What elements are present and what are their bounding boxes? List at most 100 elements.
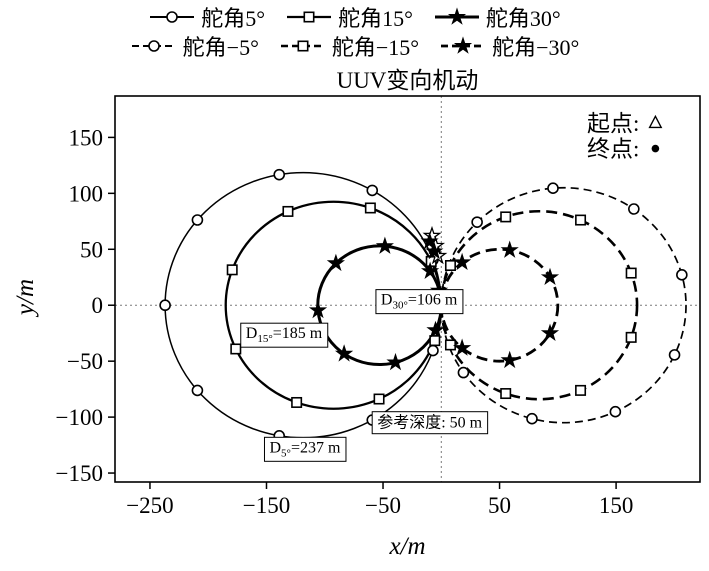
circle-open-marker	[668, 349, 681, 361]
circle-open-marker	[191, 214, 204, 226]
circle-open-marker	[457, 366, 470, 379]
annotation-box	[240, 322, 329, 348]
y-tick-label: 0	[92, 293, 104, 318]
star-marker	[426, 320, 445, 339]
square-open-marker	[575, 384, 587, 396]
legend-item-2: 舵角30°	[433, 1, 561, 33]
dot-marker	[651, 144, 660, 153]
legend-row-2: 舵角−5° 舵角−15° 舵角−30°	[0, 31, 709, 60]
star-marker	[540, 323, 560, 342]
legend-item-0: 舵角5°	[148, 1, 265, 33]
star-marker	[452, 338, 472, 356]
chart-title: UUV变向机动	[336, 68, 479, 93]
x-tick-label: −50	[365, 493, 401, 518]
legend-label: 舵角30°	[485, 5, 561, 31]
legend-label: 舵角−30°	[492, 34, 580, 60]
square-open-marker	[297, 40, 309, 51]
square-open-marker	[364, 202, 376, 214]
circle-open-marker	[609, 405, 622, 418]
x-tick-label: −250	[126, 493, 173, 518]
star-marker	[500, 350, 519, 369]
x-axis-label: x/m	[389, 533, 426, 560]
star-marker	[540, 267, 560, 285]
square-open-marker	[625, 267, 637, 279]
star-marker	[420, 261, 440, 280]
annotation-depth: 参考深度: 50 m	[371, 411, 489, 435]
circle-open-marker	[526, 412, 538, 425]
y-tick-label: 100	[69, 181, 104, 206]
legend-label: 舵角15°	[338, 5, 413, 31]
point-legend-label: 终点:	[587, 137, 639, 162]
square-open-marker	[625, 331, 637, 343]
y-tick-label: 50	[80, 237, 103, 262]
circle-open-marker	[427, 344, 439, 357]
square-open-marker	[230, 343, 242, 355]
legend-item-1: 舵角15°	[285, 1, 413, 33]
star-marker	[386, 352, 405, 371]
y-tick-label: −150	[56, 461, 103, 486]
annotation-text: D30°=106 m	[381, 292, 458, 312]
series-line-4	[439, 209, 639, 401]
annotation-text: D5°=237 m	[269, 439, 340, 459]
star-marker	[447, 6, 467, 25]
star-marker	[334, 344, 354, 362]
plot-area: −250 −150 −50 50 150 −150 −100 −50 0 50 100 150 D30°…	[56, 95, 701, 518]
annotation-d30: D30°=106 m	[375, 289, 464, 315]
star-marker	[452, 252, 472, 271]
y-tick-label: −100	[56, 405, 103, 430]
y-tick-label: 150	[69, 125, 104, 150]
circle-open-marker	[366, 184, 379, 197]
legend-line-icon	[441, 35, 486, 54]
circle-open-marker	[191, 384, 204, 397]
legend-line-icon	[150, 10, 195, 23]
circle-open-marker	[273, 168, 286, 181]
legend-line-icon	[287, 11, 332, 22]
square-open-marker	[373, 393, 385, 405]
point-legend-label: 起点:	[587, 111, 639, 136]
legend-row-1: 舵角5° 舵角15° 舵角30°	[0, 2, 709, 31]
legend-item-4: 舵角−15°	[279, 30, 419, 62]
circle-open-marker	[147, 39, 160, 52]
annotation-text: 参考深度: 50 m	[377, 414, 482, 432]
legend-line-icon	[434, 6, 479, 25]
square-open-marker	[429, 335, 441, 347]
circle-open-marker	[547, 182, 559, 194]
x-tick-label: 150	[599, 493, 634, 518]
annotation-d5: D5°=237 m	[263, 436, 347, 462]
circle-open-marker	[159, 299, 171, 312]
star-marker	[425, 241, 444, 260]
annotation-d15: D15°=185 m	[240, 322, 329, 348]
star-marker	[500, 240, 519, 258]
legend-label: 舵角−15°	[331, 34, 420, 60]
annotation-box	[375, 289, 464, 315]
square-open-marker	[444, 260, 456, 272]
y-tick-label: −50	[67, 349, 103, 374]
circle-open-marker	[628, 203, 640, 215]
square-open-marker	[575, 214, 587, 226]
legend-label: 舵角5°	[201, 5, 266, 31]
star-marker	[375, 236, 394, 254]
square-open-marker	[291, 396, 303, 408]
star-marker	[420, 231, 439, 250]
circle-open-marker	[166, 10, 179, 23]
square-open-marker	[500, 388, 512, 400]
star-marker	[454, 35, 473, 54]
annotation-box	[263, 436, 347, 462]
square-open-marker	[500, 211, 512, 223]
square-open-marker	[444, 339, 456, 351]
legend-item-5: 舵角−30°	[439, 30, 579, 62]
square-open-marker	[226, 264, 238, 276]
legend: 舵角5° 舵角15° 舵角30° 舵角−5° 舵角−15° 舵角−30°	[0, 2, 709, 60]
star-marker	[326, 253, 346, 272]
legend-line-icon	[131, 39, 176, 52]
square-open-marker	[303, 11, 315, 22]
series-line-3	[440, 186, 687, 424]
plot-border	[114, 95, 701, 483]
legend-item-3: 舵角−5°	[130, 30, 259, 62]
legend-line-icon	[280, 40, 325, 51]
circle-open-marker	[676, 269, 688, 281]
annotation-text: D15°=185 m	[246, 325, 323, 345]
x-tick-label: −150	[243, 493, 290, 518]
annotation-box	[371, 411, 489, 435]
